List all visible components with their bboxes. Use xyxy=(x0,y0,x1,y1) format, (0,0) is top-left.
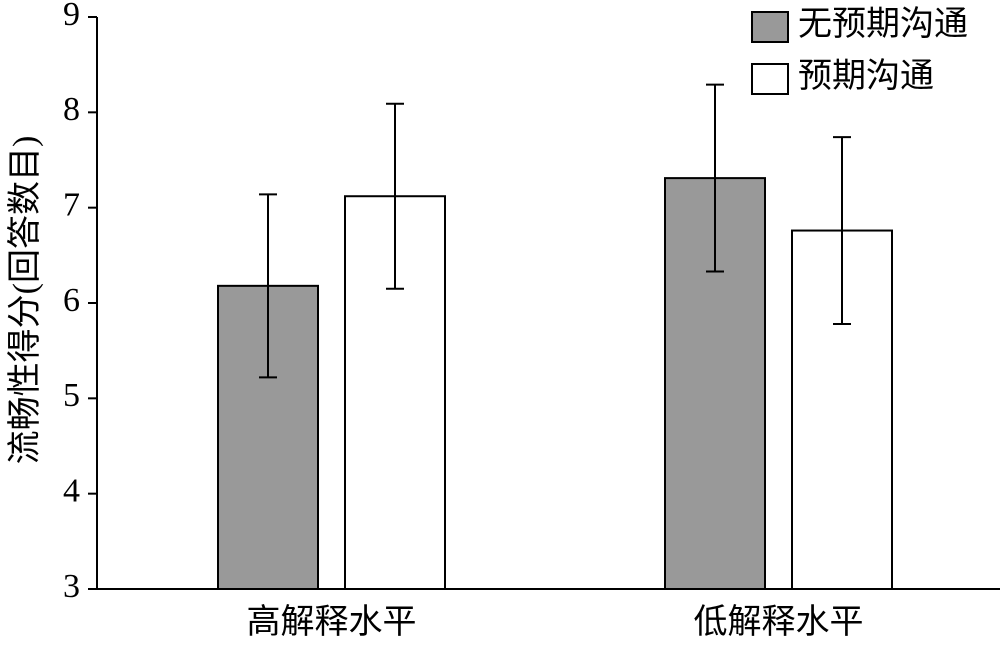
error-bar xyxy=(386,102,404,290)
y-tick-label: 9 xyxy=(63,0,80,33)
error-bar xyxy=(259,193,277,379)
y-axis-label: 流畅性得分(回答数目) xyxy=(6,136,44,465)
legend-swatch xyxy=(751,63,789,95)
legend-swatch xyxy=(751,11,789,43)
legend-label: 无预期沟通 xyxy=(798,5,968,43)
error-bar xyxy=(706,83,724,273)
y-tick-label: 5 xyxy=(63,377,80,414)
y-tick-label: 4 xyxy=(63,472,80,509)
y-tick-label: 3 xyxy=(63,568,80,605)
legend-label: 预期沟通 xyxy=(798,57,934,95)
x-tick-label: 低解释水平 xyxy=(694,603,864,641)
y-tick-label: 6 xyxy=(63,282,80,319)
y-tick-label: 7 xyxy=(63,186,80,223)
y-tick-label: 8 xyxy=(63,91,80,128)
x-tick-label: 高解释水平 xyxy=(247,603,417,641)
error-bar xyxy=(833,136,851,325)
